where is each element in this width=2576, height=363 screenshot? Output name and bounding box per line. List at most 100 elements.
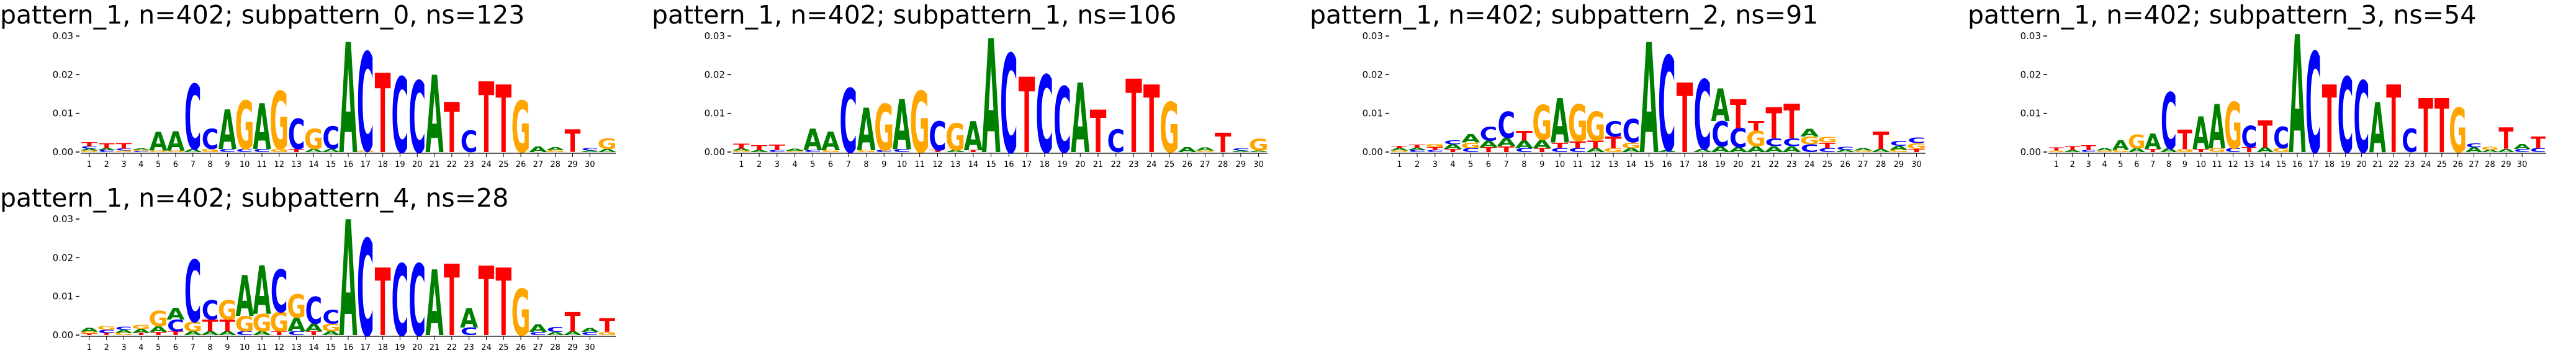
x-tick-label: 3 xyxy=(2086,160,2091,169)
logo-letter-G: G xyxy=(2481,146,2499,151)
logo-letter-T: T xyxy=(599,315,616,337)
x-tick-label: 23 xyxy=(1786,160,1797,169)
logo-letter-T: T xyxy=(99,142,115,150)
logo-letter-A: A xyxy=(460,303,478,334)
x-tick-label: 9 xyxy=(2182,160,2187,169)
x-tick-label: 2 xyxy=(104,343,109,352)
x-tick-label: 16 xyxy=(343,343,354,352)
logo-letter-C: C xyxy=(98,150,115,153)
logo-letter-A: A xyxy=(1693,148,1713,153)
logo-letter-G: G xyxy=(269,307,289,338)
logo-letter-A: A xyxy=(166,126,184,157)
x-tick-label: 2 xyxy=(2070,160,2075,169)
y-tick: 0.00 xyxy=(2020,146,2047,158)
logo-letter-C: C xyxy=(2161,78,2177,167)
y-tick: 0.03 xyxy=(705,30,731,42)
logo-letter-G: G xyxy=(132,325,151,331)
logo-letter-T: T xyxy=(2498,122,2514,156)
logo-letter-A: A xyxy=(1747,145,1766,154)
x-tick-label: 1 xyxy=(2054,160,2059,169)
logo-letter-C: C xyxy=(357,213,374,363)
logo-letter-C: C xyxy=(2466,143,2482,149)
logo-letter-G: G xyxy=(2048,150,2066,153)
logo-letter-A: A xyxy=(1551,86,1569,157)
logo-letter-G: G xyxy=(2112,149,2130,153)
logo-letter-G: G xyxy=(1425,143,1445,148)
x-tick-label: 9 xyxy=(225,160,230,169)
logo-letter-T: T xyxy=(2081,145,2096,152)
x-tick-label: 24 xyxy=(481,160,492,169)
logo-letter-C: C xyxy=(768,150,786,153)
logo-letter-A: A xyxy=(305,148,323,153)
logo-letter-A: A xyxy=(1640,12,1659,188)
x-tick-label: 19 xyxy=(2340,160,2351,169)
logo-letter-G: G xyxy=(2208,147,2226,153)
logo-letter-A: A xyxy=(946,150,965,153)
logo-letter-A: A xyxy=(982,7,1001,189)
x-tick-label: 20 xyxy=(2356,160,2367,169)
logo-letter-C: C xyxy=(1000,27,1018,184)
logo-letter-T: T xyxy=(495,66,511,174)
logo-letter-C: C xyxy=(2225,147,2241,153)
logo-letter-A: A xyxy=(1071,65,1089,175)
logo-letter-A: A xyxy=(1729,146,1747,154)
x-tick-label: 1 xyxy=(87,343,92,352)
x-tick-label: 2 xyxy=(757,160,762,169)
logo-letter-G: G xyxy=(1461,141,1480,150)
logo-letter-C: C xyxy=(1801,143,1819,155)
logo-letter-T: T xyxy=(1552,141,1569,150)
y-tick: 0.02 xyxy=(53,252,79,263)
x-tick-label: 6 xyxy=(2134,160,2139,169)
logo-letter-T: T xyxy=(1783,95,1800,151)
logo-letter-A: A xyxy=(253,253,271,329)
logo-letter-A: A xyxy=(1836,149,1855,153)
logo-letter-T: T xyxy=(565,307,581,338)
y-tick-label: 0.03 xyxy=(53,213,73,225)
logo-letter-G: G xyxy=(235,87,254,164)
logo-letter-A: A xyxy=(339,12,357,189)
x-tick-label: 28 xyxy=(1218,160,1228,169)
x-tick-label: 26 xyxy=(2452,160,2463,169)
logo-letter-G: G xyxy=(269,76,289,168)
logo-letter-C: C xyxy=(2241,120,2258,154)
x-tick-label: 2 xyxy=(1415,160,1420,169)
logo-letter-C: C xyxy=(1783,137,1801,149)
x-tick-label: 30 xyxy=(1911,160,1922,169)
x-tick-label: 5 xyxy=(810,160,815,169)
logo-letter-G: G xyxy=(945,115,965,159)
logo-letter-A: A xyxy=(1497,136,1516,149)
logo-letter-A: A xyxy=(1765,145,1784,154)
logo-letter-C: C xyxy=(115,148,133,151)
logo-letter-C: C xyxy=(804,150,822,153)
logo-letter-A: A xyxy=(857,96,875,164)
x-tick-label: 24 xyxy=(481,343,492,352)
x-tick-label: 11 xyxy=(257,160,268,169)
logo-letter-A: A xyxy=(821,127,840,156)
logo-letter-A: A xyxy=(803,123,822,157)
logo-letter-T: T xyxy=(1730,91,1747,138)
logo-letter-T: T xyxy=(1125,58,1142,176)
y-tick: 0.01 xyxy=(705,108,731,119)
x-tick-label: 5 xyxy=(1468,160,1473,169)
panel-title: pattern_1, n=402; subpattern_3, ns=54 xyxy=(1968,0,2477,30)
x-tick-label: 7 xyxy=(191,160,196,169)
x-tick-label: 15 xyxy=(1644,160,1654,169)
x-tick-label: 22 xyxy=(447,343,457,352)
x-tick-label: 18 xyxy=(1698,160,1708,169)
logo-letter-G: G xyxy=(1621,141,1641,150)
logo-letter-G: G xyxy=(114,332,133,336)
x-tick-label: 16 xyxy=(2292,160,2303,169)
logo-letter-A: A xyxy=(1657,150,1677,153)
logo-panel-subpattern-2: pattern_1, n=402; subpattern_2, ns=91 0.… xyxy=(1310,0,1930,189)
logo-letter-C: C xyxy=(893,148,911,153)
logo-letter-C: C xyxy=(1605,117,1623,141)
logo-letter-C: C xyxy=(81,146,98,150)
logo-letter-A: A xyxy=(1853,148,1873,151)
x-tick-label: 7 xyxy=(191,343,196,352)
y-tick: 0.01 xyxy=(1362,108,1389,119)
x-tick-label: 16 xyxy=(1662,160,1672,169)
logo-letter-A: A xyxy=(2289,2,2305,190)
x-tick-label: 1 xyxy=(87,160,92,169)
logo-letter-A: A xyxy=(218,331,237,337)
logo-letter-A: A xyxy=(2482,149,2499,153)
